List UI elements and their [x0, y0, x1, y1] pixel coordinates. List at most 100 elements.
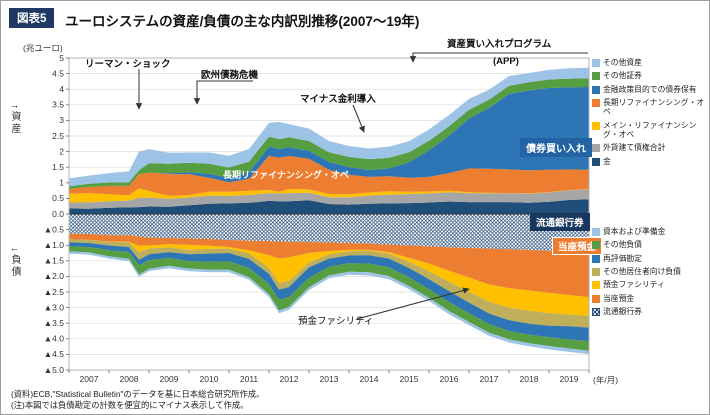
legend-label: 再評価勘定 [603, 253, 642, 263]
area-revaluation [69, 242, 589, 342]
area-deposit-facility [69, 239, 589, 316]
page-title: ユーロシステムの資産/負債の主な内訳別推移(2007〜19年) [65, 14, 420, 29]
legend-swatch-current-accounts [592, 294, 600, 303]
debt-crisis-arrow [193, 80, 253, 105]
legend-label: 預金ファシリティ [603, 280, 665, 290]
y-tick-label: ▲3.0 [44, 302, 65, 312]
y-tick-label: 1 [59, 178, 64, 188]
x-tick-label: 2014 [360, 374, 379, 384]
legend-item-capital: 資本および準備金 [592, 227, 708, 236]
footnotes: (資料)ECB,"Statistical Bulletin"のデータを基に日本総… [11, 389, 264, 411]
label-bond-buying: 債券買い入れ [520, 138, 592, 157]
legend-item-mro: メイン・リファイナンシング・オペ [592, 121, 708, 140]
annotation-app-sub: (APP) [493, 56, 519, 67]
area-other-liabilities [69, 246, 589, 351]
legend-item-current-accounts: 当座預金 [592, 294, 708, 303]
label-ltro: 長期リファイナンシング・オペ [223, 170, 349, 180]
legend-swatch-other-liabilities [592, 241, 600, 250]
legend-item-other-residents: その他居住者向け負債 [592, 267, 708, 277]
liabilities-axis-label: ↓負債 [9, 247, 20, 278]
legend-label: メイン・リファイナンシング・オペ [603, 120, 697, 140]
legend-swatch-fx-claims [592, 144, 600, 153]
x-tick-label: 2017 [480, 374, 499, 384]
annotation-lehman-shock: リーマン・ショック [85, 59, 171, 70]
legend-swatch-capital [592, 228, 600, 236]
y-tick-label: ▲2.0 [44, 271, 65, 281]
y-tick-label: 1.5 [52, 162, 64, 172]
y-tick-label: 2.5 [52, 131, 64, 141]
area-ltro [69, 155, 589, 196]
legend-swatch-deposit-facility [592, 281, 600, 290]
legend-label: 当座預金 [603, 293, 635, 303]
x-axis-unit-label: (年/月) [593, 375, 619, 385]
area-banknotes [69, 214, 589, 253]
legend-item-fx-claims: 外貨建て債権合計 [592, 143, 708, 153]
legend-assets: その他資産その他証券金融政策目的での債券保有長期リファイナンシング・オペ メイン・… [592, 58, 708, 170]
y-tick-label: 0.5 [52, 193, 64, 203]
label-deposit-facility: 預金ファシリティ [298, 316, 374, 327]
source-note: (資料)ECB,"Statistical Bulletin"のデータを基に日本総… [11, 389, 265, 399]
deposit-facility-leader-line [356, 287, 470, 320]
legend-swatch-gold [592, 157, 600, 166]
x-tick-label: 2019 [560, 374, 579, 384]
y-tick-label: 4 [59, 84, 64, 94]
x-tick-label: 2008 [120, 374, 139, 384]
annotation-app: 資産買い入れプログラム [447, 39, 552, 50]
x-tick-label: 2018 [520, 374, 539, 384]
legend-swatch-banknotes [592, 308, 600, 317]
app-bracket-line [409, 52, 588, 63]
legend-item-deposit-facility: 預金ファシリティ [592, 280, 708, 290]
legend-swatch-mro [592, 121, 600, 130]
legend-item-ltro: 長期リファイナンシング・オペ [592, 98, 708, 117]
area-gold [69, 199, 589, 214]
y-tick-label: 0.0 [52, 209, 64, 219]
assets-axis-label: ↑資産 [9, 104, 20, 135]
label-banknotes: 流通銀行券 [530, 213, 590, 231]
y-tick-label: ▲5.0 [44, 365, 65, 375]
annotation-negative-rate: マイナス金利導入 [300, 94, 376, 105]
legend-swatch-other-residents [592, 268, 600, 277]
legend-label: その他負債 [603, 240, 642, 250]
legend-item-revaluation: 再評価勘定 [592, 254, 708, 263]
legend-swatch-other-assets [592, 59, 600, 67]
area-other-residents [69, 239, 589, 328]
x-tick-label: 2013 [320, 374, 339, 384]
legend-label: 資本および準備金 [603, 227, 666, 236]
y-tick-label: 4.5 [52, 68, 64, 78]
legend-label: 金 [603, 156, 611, 166]
y-tick-label: 5 [59, 53, 64, 63]
legend-label: その他居住者向け負債 [603, 267, 681, 277]
x-tick-label: 2009 [160, 374, 179, 384]
legend-item-other-securities: その他証券 [592, 71, 708, 81]
legend-item-other-assets: その他資産 [592, 58, 708, 67]
legend-swatch-revaluation [592, 254, 600, 263]
legend-label: 外貨建て債権合計 [603, 143, 666, 153]
y-tick-label: 3 [59, 115, 64, 125]
legend-item-policy-bonds: 金融政策目的での債券保有 [592, 85, 708, 94]
legend-label: その他資産 [603, 58, 642, 67]
annotation-debt-crisis: 欧州債務危機 [201, 70, 259, 81]
figure-number-badge: 図表5 [9, 8, 55, 28]
y-tick-label: ▲4.0 [44, 334, 65, 344]
x-tick-label: 2015 [400, 374, 419, 384]
area-other-securities [69, 78, 589, 189]
y-tick-label: ▲1.0 [44, 240, 65, 250]
area-mro [69, 188, 589, 203]
x-tick-label: 2007 [80, 374, 99, 384]
area-current-accounts [69, 233, 589, 298]
area-policy-bonds [69, 87, 589, 189]
legend-label: 長期リファイナンシング・オペ [603, 98, 705, 117]
label-current-account: 当座預金 [552, 237, 603, 255]
legend-item-gold: 金 [592, 157, 708, 166]
method-note: (注)本図では負債勘定の計数を便宜的にマイナス表示して作成。 [11, 400, 249, 411]
y-tick-label: 3.5 [52, 100, 64, 110]
x-tick-label: 2012 [280, 374, 299, 384]
legend-item-other-liabilities: その他負債 [592, 240, 708, 250]
y-tick-label: ▲1.5 [44, 256, 65, 266]
y-axis-unit-label: (兆ユーロ) [23, 43, 63, 53]
legend-liabilities: 資本および準備金 その他負債再評価勘定その他居住者向け負債 預金ファシリティ 当座預金… [592, 227, 708, 320]
legend-swatch-ltro [592, 99, 600, 108]
